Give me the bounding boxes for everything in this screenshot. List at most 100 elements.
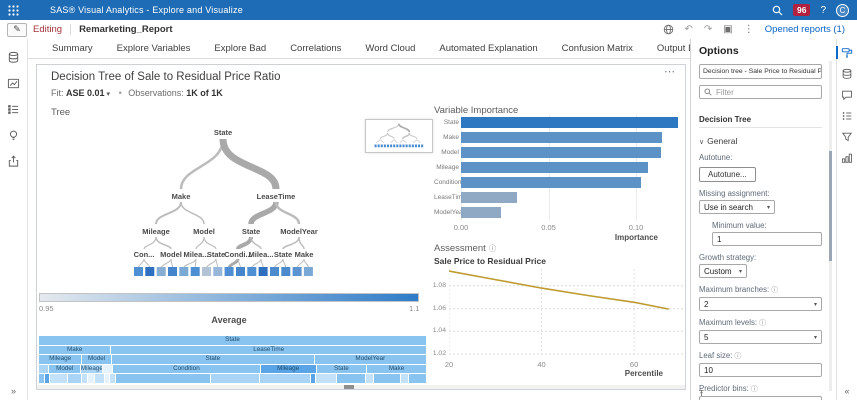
share-icon[interactable] (6, 153, 22, 169)
icicle-segment[interactable] (81, 374, 88, 383)
tree-node-label[interactable]: State (214, 128, 232, 137)
icicle-segment[interactable] (401, 374, 409, 383)
data-icon[interactable] (6, 49, 22, 65)
undo-icon[interactable]: ↶ (684, 23, 693, 35)
outline-icon[interactable] (6, 101, 22, 117)
info-icon[interactable]: ⓘ (759, 320, 767, 327)
icicle-segment[interactable] (260, 374, 311, 383)
suggestions-icon[interactable] (6, 127, 22, 143)
vi-bar[interactable] (461, 177, 642, 188)
info-icon[interactable]: ⓘ (734, 353, 742, 360)
tree-leaf-node[interactable] (190, 267, 200, 276)
tree-node-label[interactable]: Milea... (183, 250, 208, 259)
horizontal-scrollbar[interactable] (37, 385, 685, 389)
edit-pencil-icon[interactable]: ✎ (7, 22, 27, 37)
filters-icon[interactable] (840, 129, 855, 144)
tree-node-label[interactable]: Con... (134, 250, 155, 259)
tree-leaf-node[interactable] (156, 267, 166, 276)
icicle-segment[interactable] (365, 374, 374, 383)
icicle-segment[interactable]: Mileage (39, 355, 82, 364)
tree-leaf-node[interactable] (213, 267, 223, 276)
tab-explore-variables[interactable]: Explore Variables (105, 39, 203, 58)
icicle-segment[interactable]: Model (82, 355, 112, 364)
collapse-rail-icon[interactable]: « (844, 386, 850, 396)
icicle-segment[interactable]: Make (367, 364, 426, 374)
tree-leaf-node[interactable] (224, 267, 234, 276)
icicle-segment[interactable] (39, 374, 44, 383)
tree-leaf-node[interactable] (179, 267, 189, 276)
tree-node-label[interactable]: Make (172, 192, 191, 201)
tab-correlations[interactable]: Correlations (278, 39, 353, 58)
icicle-segment[interactable] (39, 364, 49, 374)
tree-leaf-node[interactable] (145, 267, 155, 276)
icicle-segment[interactable]: Condition (113, 364, 260, 374)
tab-word-cloud[interactable]: Word Cloud (353, 39, 427, 58)
tree-leaf-node[interactable] (247, 267, 257, 276)
window-icon[interactable]: ▣ (723, 23, 733, 35)
tree-node-label[interactable]: State (207, 250, 225, 259)
minimum-value-input[interactable]: 1 (712, 232, 822, 246)
vi-bar[interactable] (461, 162, 649, 173)
rules-icon[interactable] (840, 108, 855, 123)
more-options-icon[interactable]: ⋮ (743, 23, 754, 35)
icicle-segment[interactable] (94, 374, 105, 383)
tree-node-label[interactable]: ModelYear (280, 227, 318, 236)
avatar[interactable]: C (836, 3, 849, 17)
tree-node-label[interactable]: Milea... (248, 250, 273, 259)
tree-leaf-row[interactable] (134, 267, 313, 276)
icicle-segment[interactable]: LeaseTime (111, 345, 426, 355)
tree-leaf-node[interactable] (168, 267, 177, 276)
icicle-segment[interactable] (109, 374, 116, 383)
tree-node-label[interactable]: Mileage (142, 227, 170, 236)
tab-explore-bad[interactable]: Explore Bad (202, 39, 278, 58)
apps-grid-icon[interactable] (0, 0, 26, 20)
tree-node-label[interactable]: LeaseTime (257, 192, 296, 201)
tree-leaf-node[interactable] (281, 267, 291, 276)
pin-options-icon[interactable]: Ŧ (699, 389, 704, 398)
icicle-segment[interactable] (102, 364, 113, 374)
tree-leaf-node[interactable] (303, 267, 313, 276)
info-icon[interactable]: ⓘ (771, 287, 779, 294)
info-icon[interactable]: ⓘ (488, 244, 497, 253)
expand-rail-icon[interactable]: » (10, 386, 16, 396)
autotune-button[interactable]: Autotune... (699, 167, 756, 182)
search-icon[interactable] (772, 5, 783, 16)
icicle-segment[interactable]: Make (39, 345, 111, 355)
opened-reports-link[interactable]: Opened reports (1) (764, 24, 845, 35)
icicle-segment[interactable]: Mileage (80, 364, 102, 374)
ranks-icon[interactable] (840, 150, 855, 165)
tree-leaf-node[interactable] (202, 267, 211, 276)
decision-tree-object[interactable]: Decision Tree of Sale to Residual Price … (36, 64, 686, 390)
icicle-segment[interactable] (50, 374, 67, 383)
object-menu-icon[interactable]: ⋯ (664, 66, 675, 78)
vi-bar[interactable] (461, 132, 663, 143)
fit-value[interactable]: ASE 0.01 (66, 88, 105, 98)
assessment-plot[interactable] (449, 269, 685, 357)
predictor-bins-select[interactable]: 10▾ (699, 396, 822, 400)
info-icon[interactable]: ⓘ (750, 386, 758, 393)
options-icon[interactable] (836, 45, 855, 60)
icicle-segment[interactable]: ModelYear (314, 355, 426, 364)
roles-icon[interactable] (840, 66, 855, 81)
tree-node-label[interactable]: Make (295, 250, 314, 259)
scrollbar-thumb[interactable] (829, 151, 832, 261)
tree-minimap[interactable] (365, 119, 433, 153)
icicle-segment[interactable] (311, 374, 315, 383)
tree-leaf-node[interactable] (236, 267, 245, 276)
actions-icon[interactable] (840, 87, 855, 102)
object-selector[interactable]: Decision tree - Sale Price to Residual P… (699, 64, 822, 79)
tab-summary[interactable]: Summary (40, 39, 105, 58)
options-scrollbar[interactable] (829, 61, 832, 391)
decision-tree-diagram[interactable]: State Make LeaseTime Mileage Model State… (97, 121, 337, 281)
tab-confusion-matrix[interactable]: Confusion Matrix (550, 39, 645, 58)
leaf-size-input[interactable]: 10 (699, 363, 822, 377)
icicle-segment[interactable]: State (316, 364, 367, 374)
redo-icon[interactable]: ↷ (703, 23, 713, 35)
icicle-segment[interactable] (211, 374, 260, 383)
tree-node-label[interactable]: Model (160, 250, 182, 259)
icicle-segment[interactable] (374, 374, 401, 383)
icicle-segment[interactable] (88, 374, 94, 383)
icicle-segment[interactable] (67, 374, 81, 383)
help-icon[interactable]: ? (820, 4, 826, 16)
tree-leaf-node[interactable] (258, 267, 268, 276)
